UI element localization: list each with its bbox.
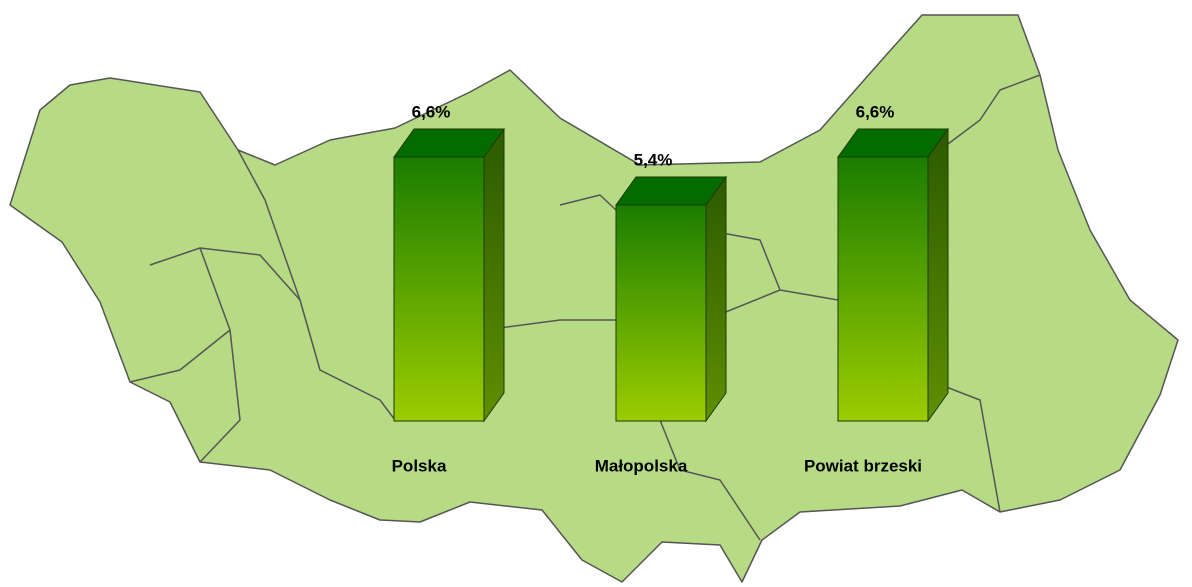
value-label: 6,6%	[856, 102, 895, 121]
bar-side	[705, 175, 727, 423]
category-label: Powiat brzeski	[804, 456, 922, 475]
value-label: 6,6%	[412, 102, 451, 121]
bars: 6,6% Polska 5,4% Małopolska 6,6% Powiat brzes…	[392, 102, 949, 475]
value-label: 5,4%	[634, 150, 673, 169]
bar-front	[615, 204, 707, 422]
map-background	[9, 14, 1179, 583]
bar	[393, 127, 505, 423]
bar-front	[837, 156, 929, 422]
bar-top	[393, 128, 505, 158]
bar	[837, 127, 949, 423]
bar-side	[927, 127, 949, 423]
category-label: Małopolska	[595, 456, 688, 475]
bar-top	[615, 176, 727, 206]
bar	[615, 175, 727, 423]
category-label: Polska	[392, 456, 447, 475]
bar-front	[393, 156, 485, 422]
bar-side	[483, 127, 505, 423]
bar-top	[837, 128, 949, 158]
